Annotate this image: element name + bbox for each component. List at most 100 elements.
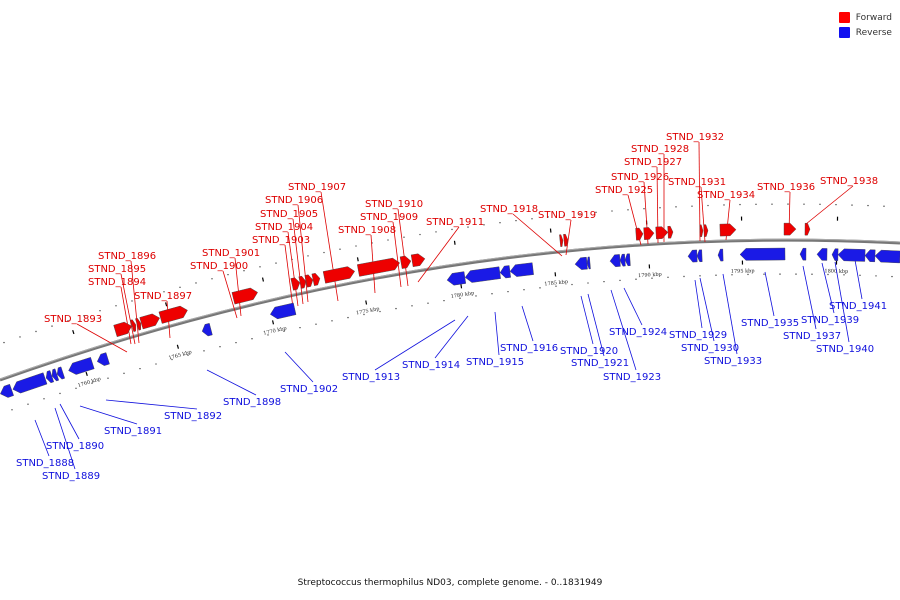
- guide-dot: [419, 233, 421, 236]
- leader-line: [287, 231, 299, 307]
- gene-label: STND_1902: [280, 384, 338, 395]
- reverse-gene-block: [717, 248, 724, 262]
- guide-dot: [587, 282, 589, 284]
- tick-mark: 1800 kbp: [824, 216, 848, 275]
- forward-gene-block-shape: [699, 224, 704, 238]
- guide-dot: [339, 248, 341, 250]
- leader-line: [120, 286, 132, 345]
- reverse-gene-block: [739, 247, 786, 261]
- gene-label: STND_1926: [611, 172, 669, 183]
- guide-dot: [459, 297, 461, 299]
- reverse-gene-block-shape: [696, 249, 703, 263]
- tick-mark: 1785 kbp: [544, 228, 568, 288]
- reverse-gene-block-shape: [831, 248, 839, 261]
- reverse-gene-block-shape: [574, 256, 588, 270]
- gene-label: STND_1898: [223, 397, 281, 408]
- gene-label: STND_1890: [46, 441, 104, 452]
- tick-line-bottom: [648, 264, 651, 269]
- guide-dot: [643, 208, 645, 210]
- guide-dot: [187, 354, 189, 356]
- leader-line: [284, 351, 314, 383]
- reverse-gene-block-shape: [0, 383, 14, 398]
- forward-gene-block-shape: [655, 226, 669, 240]
- guide-dot: [795, 273, 797, 275]
- legend: Forward Reverse: [838, 10, 892, 40]
- gene-label: STND_1936: [757, 182, 815, 193]
- tick-mark: 1775 kbp: [356, 257, 380, 317]
- reverse-gene-block-shape: [864, 249, 876, 263]
- guide-dot: [843, 274, 845, 276]
- reverse-gene-block-shape: [56, 366, 65, 380]
- forward-gene-block: [231, 287, 258, 305]
- gene-label: STND_1904: [255, 222, 313, 233]
- guide-dot: [387, 239, 389, 241]
- guide-dot: [779, 273, 781, 275]
- reverse-gene-block: [864, 249, 876, 263]
- reverse-gene-block: [619, 253, 626, 267]
- leader-line: [130, 260, 140, 344]
- tick-label: 1795 kbp: [731, 268, 755, 274]
- reverse-gene-block-shape: [816, 248, 828, 261]
- guide-dot: [323, 251, 325, 254]
- guide-dot: [275, 262, 277, 264]
- gene-label: STND_1941: [829, 301, 887, 312]
- leader-line: [494, 311, 500, 356]
- guide-dot: [651, 277, 653, 279]
- guide-dot: [851, 204, 853, 206]
- forward-gene-block-shape: [158, 305, 188, 324]
- forward-gene-block: [357, 257, 400, 277]
- guide-dot: [883, 205, 885, 207]
- leader-line: [521, 305, 534, 342]
- guide-dot: [507, 290, 509, 293]
- reverse-gene-block: [446, 271, 467, 286]
- legend-item-forward[interactable]: Forward: [838, 10, 892, 25]
- forward-gene-block: [559, 234, 564, 247]
- forward-gene-block: [804, 222, 811, 236]
- reverse-gene-block: [68, 357, 95, 375]
- reverse-gene-block-shape: [619, 253, 626, 267]
- guide-dot: [99, 310, 101, 312]
- leader-line: [834, 261, 850, 343]
- forward-gene-block: [563, 233, 569, 247]
- leader-line: [565, 219, 572, 256]
- reverse-gene-block: [270, 302, 297, 320]
- guide-dot: [427, 302, 429, 304]
- leader-line: [222, 270, 238, 319]
- guide-dot: [891, 275, 893, 278]
- gene-label: STND_1925: [595, 185, 653, 196]
- forward-gene-block: [158, 305, 188, 324]
- guide-dot: [243, 269, 245, 272]
- tick-line-bottom: [741, 260, 744, 265]
- forward-gene-block: [322, 266, 355, 284]
- guide-dot: [539, 287, 541, 289]
- guide-dot: [619, 279, 621, 282]
- guide-dot: [603, 280, 605, 283]
- gene-label: STND_1914: [402, 360, 460, 371]
- leader-line: [120, 273, 136, 345]
- leader-line: [434, 315, 469, 359]
- forward-gene-block-shape: [135, 317, 142, 331]
- leader-line: [512, 213, 563, 257]
- tick-line-bottom: [835, 260, 838, 265]
- guide-dot: [787, 203, 789, 205]
- gene-label: STND_1906: [265, 195, 323, 206]
- guide-dot: [283, 330, 285, 332]
- legend-item-reverse[interactable]: Reverse: [838, 25, 892, 40]
- forward-gene-block-shape: [304, 274, 314, 288]
- leader-line: [392, 221, 402, 288]
- guide-dot: [707, 204, 709, 207]
- forward-gene-block: [298, 275, 307, 289]
- reverse-gene-block: [509, 262, 534, 277]
- forward-gene-block: [113, 321, 132, 337]
- forward-gene-block: [655, 226, 669, 240]
- leader-line: [580, 295, 594, 345]
- forward-gene-block: [399, 255, 412, 269]
- legend-label-reverse: Reverse: [855, 27, 892, 38]
- guide-dot: [827, 273, 829, 276]
- guide-dot: [27, 403, 29, 405]
- reverse-gene-block: [464, 266, 501, 283]
- gene-label: STND_1891: [104, 426, 162, 437]
- gene-label: STND_1923: [603, 372, 661, 383]
- guide-dot: [763, 273, 765, 275]
- guide-dot: [307, 255, 309, 257]
